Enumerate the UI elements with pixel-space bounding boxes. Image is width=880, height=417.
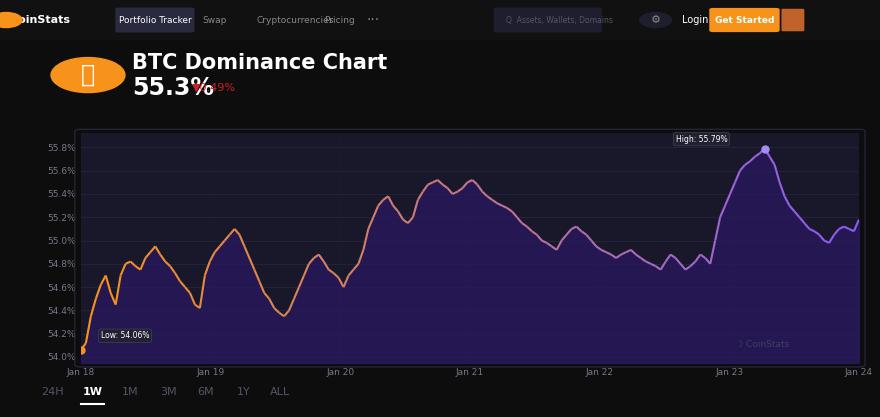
Text: ▼0.49%: ▼0.49% [192,83,236,93]
Text: 1W: 1W [83,387,102,397]
Text: ☽ CoinStats: ☽ CoinStats [735,340,788,349]
Text: Login: Login [682,15,708,25]
Text: 1M: 1M [122,387,138,397]
Text: Q  Assets, Wallets, Domains: Q Assets, Wallets, Domains [506,15,612,25]
Text: Cryptocurrencies: Cryptocurrencies [257,15,334,25]
Text: ₿: ₿ [81,63,95,87]
Text: High: 55.79%: High: 55.79% [676,135,727,143]
Text: 24H: 24H [41,387,64,397]
Text: ···: ··· [367,13,380,27]
Text: ⚙: ⚙ [650,15,661,25]
Text: 3M: 3M [160,387,176,397]
Text: Swap: Swap [202,15,227,25]
Text: CoinStats: CoinStats [11,15,70,25]
Text: Pricing: Pricing [324,15,355,25]
Text: 1Y: 1Y [237,387,251,397]
Text: 6M: 6M [198,387,214,397]
Text: 55.3%: 55.3% [132,75,214,100]
Text: Get Started: Get Started [715,15,774,25]
Text: BTC Dominance Chart: BTC Dominance Chart [132,53,387,73]
Text: Low: 54.06%: Low: 54.06% [101,332,150,340]
Text: Portfolio Tracker: Portfolio Tracker [119,15,191,25]
Text: ALL: ALL [270,387,290,397]
